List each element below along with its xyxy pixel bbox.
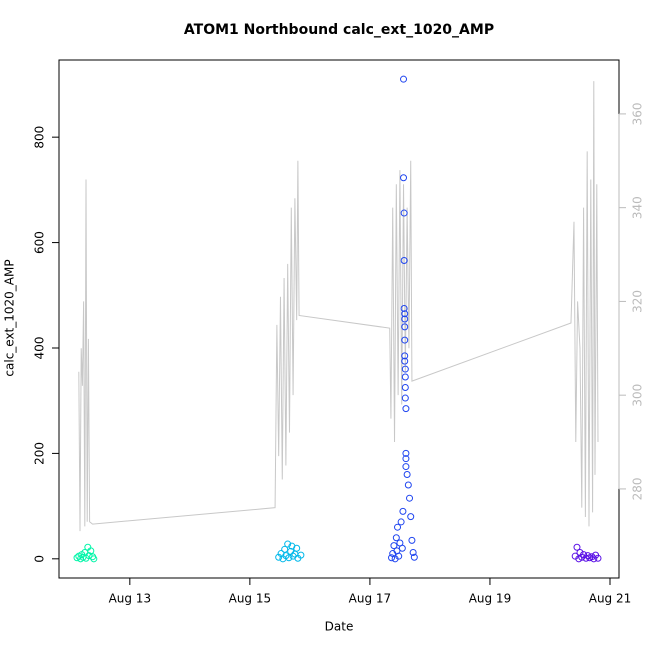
- scatter-point: [401, 352, 409, 360]
- scatter-point: [275, 553, 283, 561]
- scatter-point: [284, 540, 292, 548]
- x-tick-label: Aug 17: [349, 592, 392, 606]
- chart-title: ATOM1 Northbound calc_ext_1020_AMP: [184, 22, 494, 38]
- y2-tick-label: 340: [631, 196, 645, 219]
- scatter-point: [401, 336, 409, 344]
- scatter-point: [394, 523, 402, 531]
- scatter-point: [402, 455, 410, 463]
- scatter-point: [285, 554, 293, 562]
- scatter-point: [401, 373, 409, 381]
- scatter-point: [397, 518, 405, 526]
- scatter-point: [410, 553, 418, 561]
- scatter-point: [90, 555, 98, 563]
- scatter-point: [401, 310, 409, 318]
- scatter-point: [85, 552, 93, 560]
- y-tick-label: 400: [33, 337, 47, 360]
- scatter-point: [400, 209, 408, 217]
- scatter-point: [400, 304, 408, 312]
- scatter-point: [402, 463, 410, 471]
- scatter-point: [297, 551, 305, 559]
- y2-tick-label: 360: [631, 102, 645, 125]
- y2-tick-label: 280: [631, 477, 645, 500]
- scatter-point: [401, 394, 409, 402]
- scatter-point: [401, 323, 409, 331]
- scatter-point: [580, 551, 588, 559]
- scatter-point: [406, 494, 414, 502]
- y-tick-label: 200: [33, 442, 47, 465]
- x-tick-label: Aug 19: [469, 592, 512, 606]
- scatter-point: [281, 545, 289, 553]
- y2-tick-label: 320: [631, 290, 645, 313]
- scatter-point: [388, 554, 396, 562]
- x-tick-label: Aug 13: [109, 592, 152, 606]
- scatter-point: [395, 552, 403, 560]
- y-tick-label: 800: [33, 126, 47, 149]
- scatter-point: [401, 315, 409, 323]
- scatter-point: [401, 365, 409, 373]
- y2-tick-label: 300: [631, 384, 645, 407]
- y-axis-label: calc_ext_1020_AMP: [3, 259, 17, 376]
- scatter-point: [400, 174, 408, 182]
- scatter-point: [403, 470, 411, 478]
- scatter-point: [398, 544, 406, 552]
- scatter-point: [594, 554, 602, 562]
- scatter-point: [576, 548, 584, 556]
- scatter-point: [584, 552, 592, 560]
- scatter-point: [293, 544, 301, 552]
- line-series: [78, 81, 599, 532]
- scatter-point: [408, 536, 416, 544]
- scatter-point: [590, 555, 598, 563]
- scatter-point: [400, 256, 408, 264]
- y-tick-label: 600: [33, 231, 47, 254]
- y-tick-label: 0: [33, 555, 47, 563]
- scatter-point: [402, 405, 410, 413]
- scatter-point: [401, 384, 409, 392]
- scatter-point: [400, 75, 408, 83]
- scatter-point: [392, 534, 400, 542]
- x-tick-label: Aug 15: [229, 592, 272, 606]
- scatter-point: [401, 357, 409, 365]
- x-tick-label: Aug 21: [589, 592, 632, 606]
- scatter-point: [399, 507, 407, 515]
- scatter-point: [573, 543, 581, 551]
- scatter-point: [390, 542, 398, 550]
- x-axis-label: Date: [325, 620, 354, 634]
- scatter-point: [407, 513, 415, 521]
- scatter-point: [402, 449, 410, 457]
- scatter-point: [404, 481, 412, 489]
- scatter-point: [409, 548, 417, 556]
